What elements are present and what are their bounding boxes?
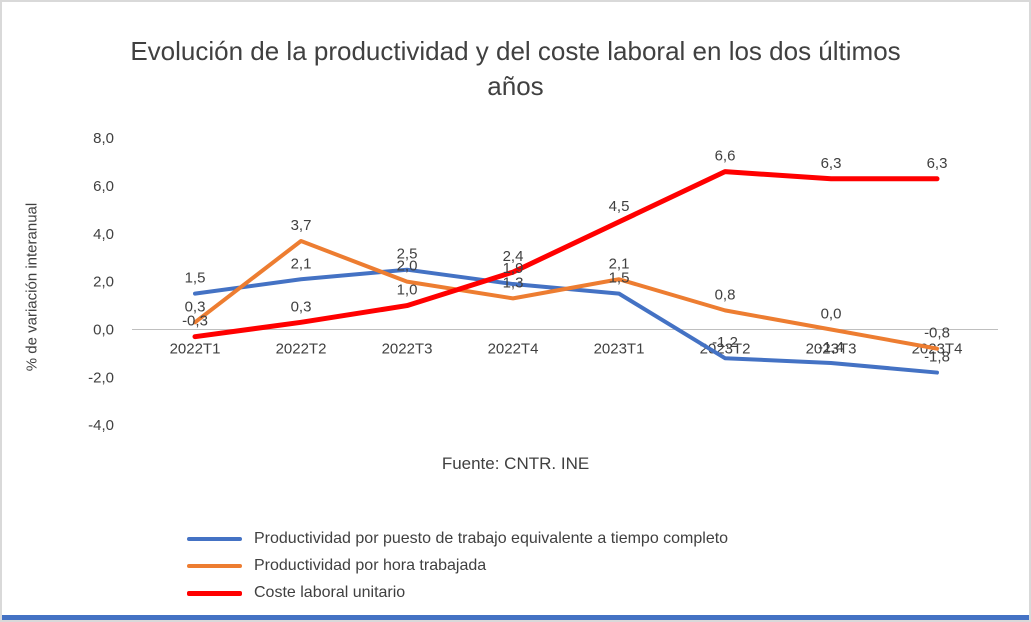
x-tick-label: 2022T1 — [170, 341, 221, 358]
data-label-1-6: 0,0 — [821, 306, 842, 323]
data-label-0-2: 2,5 — [397, 246, 418, 263]
data-label-1-4: 2,1 — [609, 255, 630, 272]
y-tick-label: 2,0 — [93, 274, 114, 291]
data-label-0-1: 2,1 — [291, 255, 312, 272]
data-label-0-5: -1,2 — [712, 334, 738, 351]
data-label-0-0: 1,5 — [185, 270, 206, 287]
data-label-1-2: 2,0 — [397, 258, 418, 275]
x-tick-label: 2023T3 — [806, 341, 857, 358]
chart-title: Evolución de la productividad y del cost… — [130, 36, 901, 102]
y-tick-label: 4,0 — [93, 226, 114, 243]
data-label-2-4: 4,5 — [609, 198, 630, 215]
x-tick-label: 2023T1 — [594, 341, 645, 358]
data-label-2-3: 2,4 — [503, 248, 524, 265]
legend-swatch-0 — [187, 537, 242, 541]
data-label-2-5: 6,6 — [715, 148, 736, 165]
legend-label-1: Productividad por hora trabajada — [254, 557, 487, 574]
data-label-2-2: 1,0 — [397, 282, 418, 299]
bottom-accent-bar — [2, 615, 1029, 620]
series-line-2 — [192, 169, 940, 340]
source-caption: Fuente: CNTR. INE — [441, 454, 590, 473]
y-tick-label: 0,0 — [93, 322, 114, 339]
legend-label-2: Coste laboral unitario — [254, 584, 406, 601]
x-tick-label: 2022T4 — [488, 341, 539, 358]
legend-item-2: Coste laboral unitario — [187, 584, 728, 602]
data-label-1-3: 1,3 — [503, 274, 524, 291]
data-label-2-1: 0,3 — [291, 298, 312, 315]
data-label-2-0: -0,3 — [182, 313, 208, 330]
data-label-1-1: 3,7 — [291, 217, 312, 234]
chart-legend: Productividad por puesto de trabajo equi… — [187, 530, 728, 602]
legend-label-0: Productividad por puesto de trabajo equi… — [254, 530, 729, 547]
data-label-1-7: -0,8 — [924, 325, 950, 342]
data-label-0-3: 1,9 — [503, 260, 524, 277]
legend-item-0: Productividad por puesto de trabajo equi… — [187, 530, 728, 548]
data-label-0-4: 1,5 — [609, 270, 630, 287]
data-label-2-6: 6,3 — [821, 155, 842, 172]
data-label-2-7: 6,3 — [927, 155, 948, 172]
x-tick-label: 2022T2 — [276, 341, 327, 358]
x-tick-label: 2023T2 — [700, 341, 751, 358]
legend-item-1: Productividad por hora trabajada — [187, 557, 728, 575]
data-label-0-6: -1,4 — [818, 339, 844, 356]
legend-swatch-2 — [187, 590, 242, 596]
y-tick-label: -4,0 — [88, 417, 114, 434]
series-line-1 — [193, 238, 939, 351]
x-tick-label: 2022T3 — [382, 341, 433, 358]
y-tick-label: 6,0 — [93, 178, 114, 195]
y-tick-label: -2,0 — [88, 369, 114, 386]
legend-swatch-1 — [187, 564, 242, 568]
data-label-1-5: 0,8 — [715, 286, 736, 303]
data-label-0-7: -1,8 — [924, 349, 950, 366]
y-tick-label: 8,0 — [93, 130, 114, 147]
data-label-1-0: 0,3 — [185, 298, 206, 315]
